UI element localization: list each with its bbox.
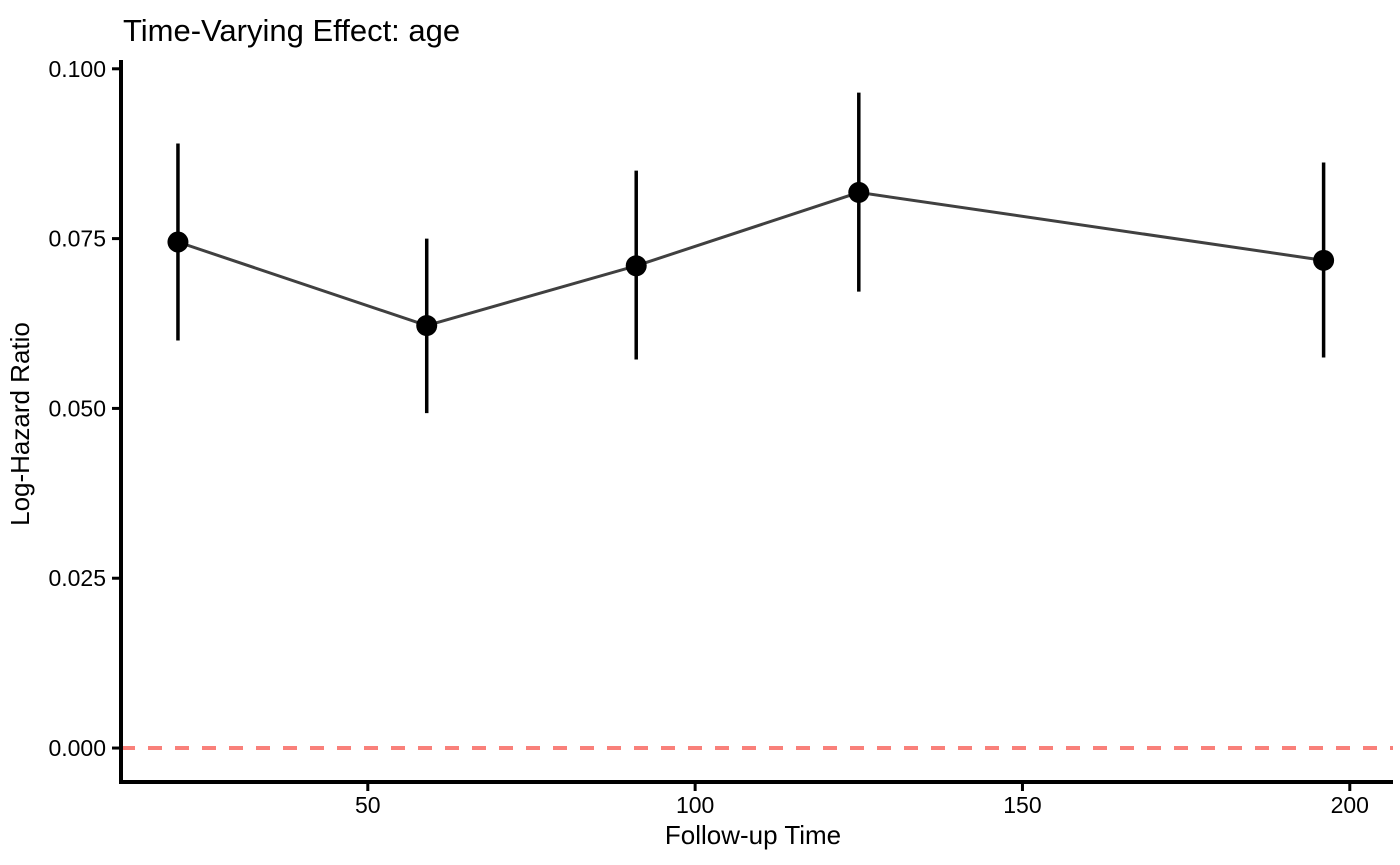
y-tick-label: 0.100 — [48, 56, 106, 82]
x-tick-label: 100 — [676, 792, 714, 818]
y-axis-title: Log-Hazard Ratio — [5, 322, 35, 526]
data-point — [167, 231, 189, 253]
data-point — [625, 255, 647, 277]
data-point — [416, 315, 438, 337]
chart-title: Time-Varying Effect: age — [123, 13, 460, 48]
y-tick-label: 0.025 — [48, 565, 106, 591]
y-tick-label: 0.000 — [48, 735, 106, 761]
x-axis-title: Follow-up Time — [665, 820, 841, 850]
y-tick-label: 0.075 — [48, 226, 106, 252]
y-tick-label: 0.050 — [48, 395, 106, 421]
plot-panel: 0.000 0.025 0.050 0.075 0.100 50 100 150 200 — [48, 56, 1393, 818]
x-tick-label: 50 — [355, 792, 381, 818]
x-tick-label: 150 — [1003, 792, 1041, 818]
x-tick-label: 200 — [1331, 792, 1369, 818]
series-line — [177, 190, 1324, 328]
data-point — [1313, 249, 1335, 271]
data-point — [848, 181, 870, 203]
